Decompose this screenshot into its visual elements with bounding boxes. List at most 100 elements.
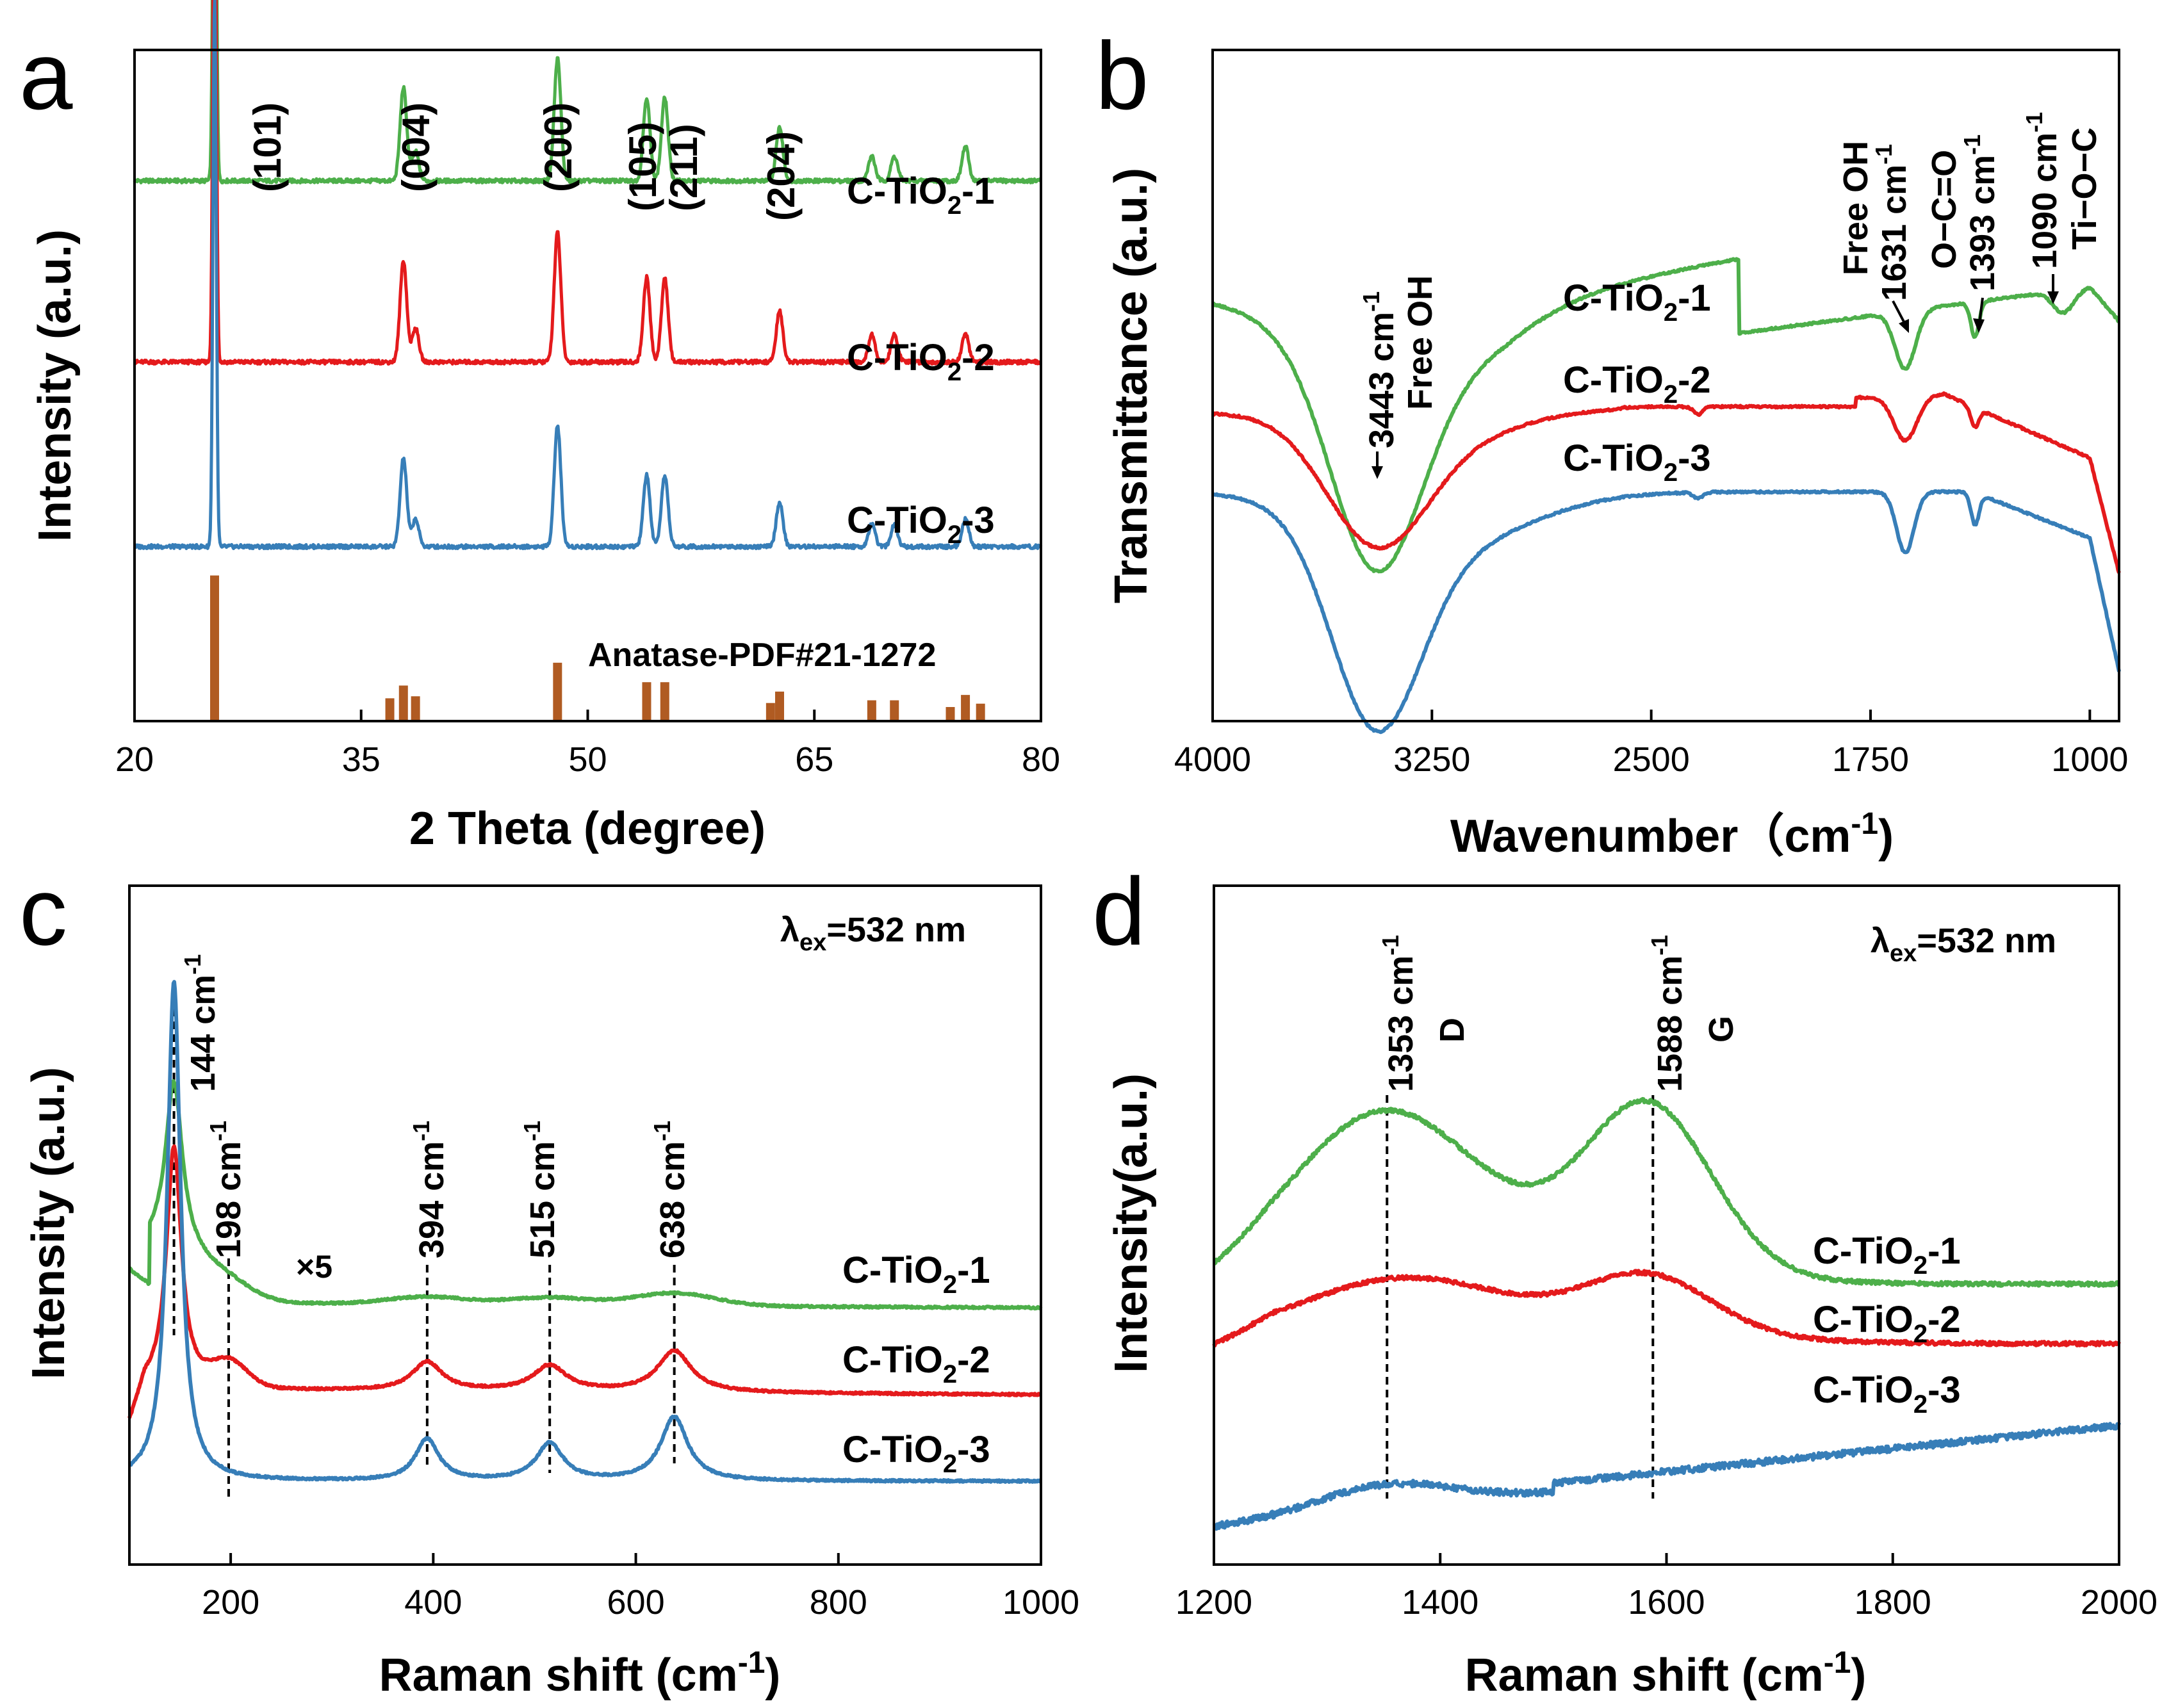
b-annot-1090-line2: Ti−O−C [2065,127,2104,250]
d-x-tick-label-0: 1200 [1175,1583,1252,1622]
d-series-group [1212,1096,2121,1531]
b-annot-3443-line2: Free OH [1401,275,1439,410]
d-x-ticks: 1200 1400 1600 1800 2000 [1175,1553,2158,1622]
d-x-tick-label-1: 1400 [1402,1583,1478,1622]
c-multiplier: ×5 [296,1249,332,1285]
c-annot-198: 198 cm-1 [205,1121,248,1258]
b-x-tick-label-4: 1000 [2051,740,2128,779]
a-ref-bar-13 [976,703,985,721]
a-series-3-line [133,0,1043,551]
d-x-tick-label-4: 2000 [2081,1583,2158,1622]
d-x-tick-label-2: 1600 [1628,1583,1705,1622]
a-legend-2: C-TiO2-2 [847,337,995,386]
a-ref-bar-6 [660,682,669,721]
a-x-tick-label-0: 20 [115,740,154,779]
d-annot-1353: 1353 cm-1 [1377,935,1420,1092]
a-series-2-line [133,0,1042,366]
d-legend-2: C-TiO2-2 [1813,1299,1961,1348]
b-legend-3: C-TiO2-3 [1563,437,1711,487]
c-series-group [127,980,1043,1484]
c-guide-lines [172,983,676,1499]
b-series-group [1211,257,2121,735]
b-x-tick-label-1: 3250 [1393,740,1470,779]
b-annot-1631-line1: Free OH [1837,141,1875,275]
b-annot-3443-arrowhead [1371,466,1383,479]
a-ref-bar-5 [642,682,651,721]
panel-c-label: c [19,858,67,965]
c-x-ticks: 200 400 600 800 1000 [202,1553,1079,1622]
panel-a-xrd: a 20 35 50 65 80 (101) (004) (200) (105) (21… [19,0,1060,854]
c-x-tick-label-3: 800 [810,1583,867,1622]
d-series-3-line [1212,1422,2121,1531]
c-x-tick-label-0: 200 [202,1583,259,1622]
d-x-tick-label-3: 1800 [1855,1583,1931,1622]
a-x-tick-label-2: 50 [568,740,607,779]
c-annot-144: 144 cm-1 [179,954,222,1092]
b-series-1-line [1211,257,2120,574]
d-series-1-line [1213,1096,2120,1288]
a-legend-3: C-TiO2-3 [847,500,995,549]
b-y-axis-title: Transmittance (a.u.) [1106,168,1157,603]
panel-a-label: a [19,22,73,129]
a-legend-1: C-TiO2-1 [847,170,995,220]
c-x-axis-title: Raman shift (cm-1) [379,1646,781,1701]
a-peak-label-211: (211) [662,124,705,211]
a-y-axis-title: Intensity (a.u.) [29,229,81,542]
d-series-2-line [1212,1269,2121,1348]
b-annot-1090-line1: 1090 cm-1 [2021,112,2064,269]
b-annot-1631-line2: 1631 cm-1 [1871,144,1913,301]
d-guide-lines [1386,1095,1655,1499]
d-band-d: D [1433,1018,1471,1043]
c-series-2-line [127,1144,1042,1419]
a-ref-bar-7 [766,703,775,721]
c-x-tick-label-2: 600 [607,1583,665,1622]
d-band-g: G [1702,1016,1740,1043]
d-y-axis-title: Intensity(a.u.) [1106,1073,1157,1373]
a-ref-bar-8 [775,691,785,721]
panel-b-label: b [1095,22,1149,129]
d-legend-1: C-TiO2-1 [1813,1230,1961,1280]
a-ref-bar-12 [961,695,970,721]
b-legend-1: C-TiO2-1 [1563,277,1711,327]
a-ref-bar-9 [867,700,876,721]
a-ref-bar-2 [398,685,408,721]
b-x-tick-label-0: 4000 [1174,740,1251,779]
a-reference-bars [209,575,985,721]
a-series-group [133,0,1043,551]
a-series-1-line [133,0,1043,184]
c-annot-394: 394 cm-1 [408,1121,451,1258]
panel-d-raman-high: d 1200 1400 1600 1800 2000 λex=532 nm 1353 c… [1092,858,2158,1701]
panel-d-label: d [1092,858,1145,965]
a-peak-label-200: (200) [537,102,580,192]
a-ref-bar-4 [553,662,562,721]
a-peak-label-101: (101) [246,102,289,192]
d-excitation: λex=532 nm [1871,922,2056,967]
c-legend-2: C-TiO2-2 [842,1339,990,1388]
d-annot-1588: 1588 cm-1 [1646,935,1689,1092]
a-ref-bar-3 [411,696,420,721]
a-x-tick-label-3: 65 [795,740,833,779]
a-reference-label: Anatase-PDF#21-1272 [588,637,936,674]
b-annot-1631-arrowhead [1899,319,1909,333]
b-annot-1393-line2: 1393 cm-1 [1959,134,2002,291]
c-plot-frame [128,884,1042,1566]
d-legend-3: C-TiO2-3 [1813,1369,1961,1419]
c-legend-3: C-TiO2-3 [842,1429,990,1478]
a-ref-bar-11 [946,706,955,721]
c-excitation: λex=532 nm [780,911,966,956]
a-ref-bar-0 [209,575,219,721]
b-annot-1090-arrowhead [2047,291,2059,304]
a-x-tick-label-1: 35 [342,740,381,779]
b-x-tick-label-3: 1750 [1832,740,1909,779]
c-series-1-line [127,1079,1043,1311]
a-ref-bar-1 [385,698,395,721]
c-annot-515: 515 cm-1 [519,1121,562,1258]
a-x-ticks: 20 35 50 65 80 [115,710,1060,779]
c-x-tick-label-1: 400 [404,1583,462,1622]
c-series-3-line [128,980,1042,1484]
a-peak-label-004: (004) [395,102,438,192]
panel-c-raman-low: c 200 400 600 800 1000 λex=532 nm 144 cm-1 1… [19,858,1079,1701]
c-annot-638: 638 cm-1 [649,1121,692,1258]
b-x-ticks: 4000 3250 2500 1750 1000 [1174,710,2128,779]
b-annot-1393-line1: O−C=O [1925,150,1963,269]
